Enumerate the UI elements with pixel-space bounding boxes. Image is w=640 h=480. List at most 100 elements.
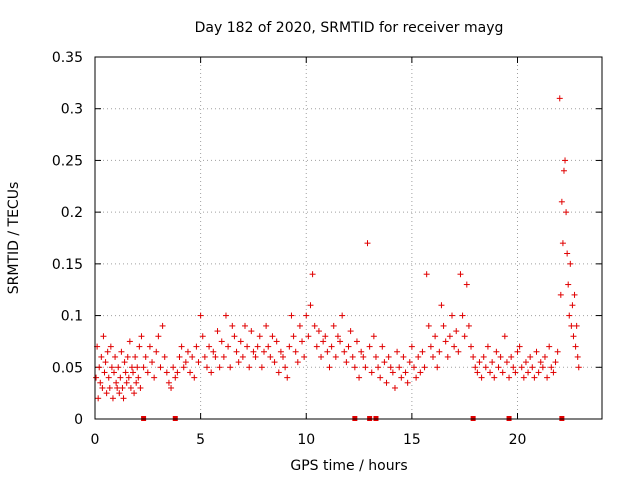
data-point	[119, 384, 126, 391]
data-point	[520, 374, 527, 381]
x-tick-label: 10	[297, 432, 315, 448]
data-point	[124, 353, 131, 360]
data-point	[128, 364, 135, 371]
data-point	[301, 353, 308, 360]
data-point	[568, 322, 575, 329]
data-point	[208, 369, 215, 376]
data-point	[235, 359, 242, 366]
data-point	[112, 353, 119, 360]
data-point	[252, 353, 259, 360]
data-point	[109, 395, 116, 402]
data-point	[491, 374, 498, 381]
data-point	[339, 312, 346, 319]
data-point	[248, 328, 255, 335]
y-tick-label: 0.25	[52, 153, 83, 169]
data-point	[199, 333, 206, 340]
data-point	[572, 343, 579, 350]
data-point	[115, 364, 122, 371]
data-point	[468, 343, 475, 350]
data-point	[353, 338, 360, 345]
data-point	[123, 379, 130, 386]
data-point	[144, 369, 151, 376]
data-point	[438, 302, 445, 309]
data-point	[131, 390, 138, 397]
data-point	[113, 379, 120, 386]
data-point	[256, 333, 263, 340]
data-point	[432, 333, 439, 340]
data-point	[277, 348, 284, 355]
data-point	[497, 353, 504, 360]
data-point	[463, 281, 470, 288]
data-point	[421, 364, 428, 371]
data-point	[222, 312, 229, 319]
data-point	[168, 384, 175, 391]
data-point	[366, 343, 373, 350]
y-tick-label: 0.1	[61, 309, 83, 325]
data-point	[459, 312, 466, 319]
data-point	[174, 369, 181, 376]
y-tick-label: 0.35	[52, 50, 83, 66]
data-point	[444, 353, 451, 360]
data-point	[241, 322, 248, 329]
data-point	[157, 364, 164, 371]
data-point	[518, 364, 525, 371]
data-point	[408, 343, 415, 350]
data-point	[370, 333, 377, 340]
data-point	[315, 328, 322, 335]
data-point	[372, 353, 379, 360]
data-point	[142, 353, 149, 360]
data-point	[535, 369, 542, 376]
plot-frame	[94, 56, 603, 420]
data-point	[146, 343, 153, 350]
data-point	[566, 312, 573, 319]
data-point	[218, 338, 225, 345]
data-point	[482, 364, 489, 371]
data-point	[571, 291, 578, 298]
data-point	[501, 333, 508, 340]
data-point	[212, 353, 219, 360]
data-point	[307, 302, 314, 309]
data-point	[539, 364, 546, 371]
data-point	[121, 359, 128, 366]
x-tick-label: 20	[509, 432, 527, 448]
data-point	[474, 369, 481, 376]
data-point	[231, 333, 238, 340]
data-point	[427, 343, 434, 350]
data-point	[398, 374, 405, 381]
data-point	[286, 343, 293, 350]
data-point	[155, 333, 162, 340]
data-point	[104, 348, 111, 355]
data-point	[546, 343, 553, 350]
data-point	[114, 384, 121, 391]
data-point	[265, 343, 272, 350]
data-point	[271, 359, 278, 366]
data-point	[136, 343, 143, 350]
data-point	[470, 353, 477, 360]
data-point	[394, 348, 401, 355]
data-point	[541, 353, 548, 360]
data-point	[472, 364, 479, 371]
data-point	[377, 374, 384, 381]
data-point	[95, 395, 102, 402]
data-point	[105, 374, 112, 381]
data-series-srmtid	[93, 95, 582, 402]
data-point	[404, 379, 411, 386]
data-point	[487, 369, 494, 376]
data-point	[101, 369, 108, 376]
data-point	[182, 359, 189, 366]
data-point	[554, 348, 561, 355]
data-point	[294, 359, 301, 366]
data-point	[550, 369, 557, 376]
data-point	[106, 384, 113, 391]
data-point	[149, 359, 156, 366]
data-point	[385, 353, 392, 360]
data-point	[413, 374, 420, 381]
data-point	[419, 348, 426, 355]
data-point	[334, 333, 341, 340]
y-tick-label: 0.3	[61, 102, 83, 118]
data-point	[330, 322, 337, 329]
data-point	[313, 343, 320, 350]
data-point	[318, 353, 325, 360]
data-point	[410, 364, 417, 371]
